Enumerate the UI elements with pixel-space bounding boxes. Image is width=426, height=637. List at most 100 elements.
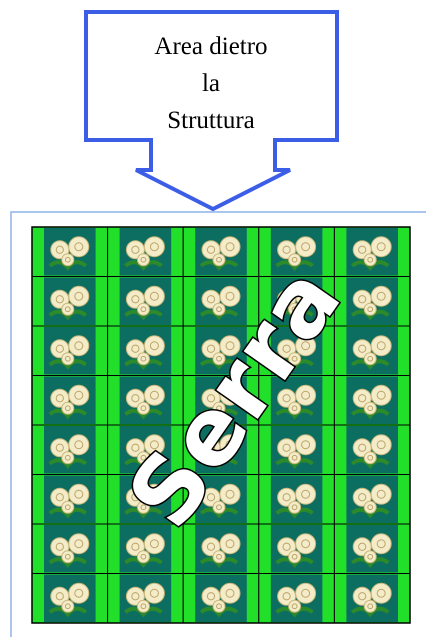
rose-center	[55, 295, 64, 304]
rose-center	[282, 493, 291, 502]
rose	[363, 599, 377, 613]
rose	[363, 500, 377, 514]
rose-center	[367, 504, 374, 511]
rose-center	[376, 440, 386, 450]
rose	[370, 335, 392, 357]
rose-center	[358, 295, 367, 304]
rose-center	[282, 394, 291, 403]
rose	[363, 550, 377, 564]
rose-center	[225, 291, 235, 301]
rose-center	[291, 553, 298, 560]
rose	[61, 500, 75, 514]
rose-center	[64, 504, 71, 511]
rose-center	[358, 443, 367, 452]
rose	[363, 352, 377, 366]
leaves	[275, 408, 314, 420]
rose-center	[367, 454, 374, 461]
rose	[370, 285, 392, 307]
rose	[61, 451, 75, 465]
rose-center	[358, 592, 367, 601]
rose-center	[64, 256, 71, 263]
rose-center	[216, 603, 222, 610]
rose-center	[131, 443, 140, 452]
rose-center	[131, 295, 140, 304]
rose-center	[74, 341, 84, 351]
leaves	[124, 408, 163, 420]
rose-center	[225, 341, 235, 351]
rose-center	[140, 256, 147, 263]
leaves	[124, 260, 163, 271]
rose	[212, 302, 226, 316]
rose	[295, 236, 317, 258]
rose-center	[74, 390, 84, 400]
rose-center	[358, 245, 367, 254]
rose	[288, 401, 302, 415]
leaves	[275, 359, 314, 370]
rose-center	[216, 256, 222, 263]
leaves	[275, 557, 314, 568]
leaves	[124, 606, 163, 618]
leaves	[199, 606, 239, 618]
rose-center	[64, 553, 71, 560]
rose	[219, 236, 241, 258]
rose-center	[64, 405, 71, 412]
leaves	[48, 260, 88, 271]
rose	[61, 302, 75, 316]
rose	[143, 582, 165, 604]
rose-center	[131, 542, 140, 551]
rose	[288, 352, 302, 366]
leaves	[48, 458, 88, 469]
rose	[136, 550, 150, 564]
rose	[219, 335, 241, 357]
rose	[288, 599, 302, 613]
rose	[212, 352, 226, 366]
rose-center	[301, 539, 311, 549]
rose-center	[206, 245, 216, 254]
rose-center	[291, 355, 298, 362]
rose-center	[225, 390, 235, 400]
leaves	[48, 408, 88, 420]
rose-center	[301, 489, 311, 499]
rose-center	[55, 493, 64, 502]
rose	[212, 253, 226, 267]
rose	[288, 550, 302, 564]
leaves	[124, 557, 163, 568]
rose	[136, 599, 150, 613]
rose	[68, 384, 90, 406]
leaves	[124, 309, 163, 321]
leaves	[199, 359, 239, 370]
rose-center	[64, 454, 71, 461]
leaves	[350, 309, 390, 321]
rose	[363, 401, 377, 415]
leaves	[199, 557, 239, 568]
rose-center	[216, 553, 222, 560]
rose	[61, 253, 75, 267]
leaves	[48, 359, 88, 370]
rose	[295, 533, 317, 555]
rose-center	[131, 245, 140, 254]
rose	[212, 599, 226, 613]
leaves	[48, 557, 88, 568]
rose	[68, 533, 90, 555]
rose-center	[367, 355, 374, 362]
rose-center	[149, 588, 159, 598]
rose	[295, 483, 317, 505]
rose	[136, 352, 150, 366]
rose-center	[301, 341, 311, 351]
rose-center	[376, 291, 386, 301]
rose-center	[149, 489, 159, 499]
rose	[136, 302, 150, 316]
rose-center	[291, 504, 298, 511]
rose	[363, 302, 377, 316]
rose-center	[367, 405, 374, 412]
rose	[370, 384, 392, 406]
rose	[370, 533, 392, 555]
rose	[68, 285, 90, 307]
rose-center	[282, 344, 291, 353]
rose	[219, 483, 241, 505]
rose-center	[225, 242, 235, 252]
rose-center	[291, 306, 298, 313]
rose	[68, 335, 90, 357]
rose-center	[301, 390, 311, 400]
